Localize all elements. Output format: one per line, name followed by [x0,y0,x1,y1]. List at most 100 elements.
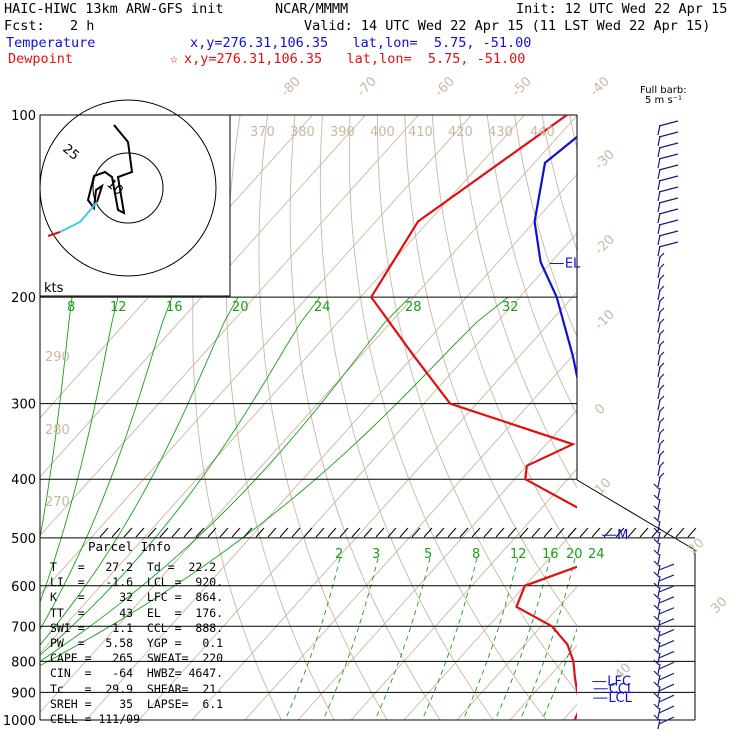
freezing-level-hatch [123,527,133,538]
mixing-ratio-line [322,557,379,720]
dry-adiabat-line [486,115,577,416]
freezing-level-hatch [507,527,517,538]
freezing-level-hatch [243,527,253,538]
wind-barb-flag [658,694,675,703]
freezing-level-hatch [615,527,625,538]
wind-barb-flag [658,329,665,336]
wind-barb-staff [657,146,661,158]
isotherm-line [297,409,577,720]
wind-barb-staff [657,421,661,433]
wind-barb-flag [658,362,665,369]
freezing-level-hatch [591,527,601,538]
pressure-tick-label: 1000 [3,714,36,729]
wind-barb-flag [658,683,675,692]
wind-barb-staff [657,124,661,136]
theta-label: 430 [488,125,513,140]
isotherm-label: 30 [708,595,730,617]
isotherm-line [350,468,577,720]
dry-adiabat-line [226,115,335,720]
isotherm-label: -80 [278,74,304,100]
parcel-info-row: Tc = 29.9 SHEAR= 21. [50,681,224,696]
dewpoint-legend: Dewpoint [8,51,74,67]
wind-barb-flag [658,296,665,303]
wind-barb-staff [657,333,661,345]
right-axis-slant [576,479,696,551]
isotherm-line [40,115,577,713]
freezing-level-hatch [519,527,529,538]
wind-barb-staff [657,245,661,257]
hodograph-units-label: kts [44,281,64,296]
wind-barb-flag [653,637,660,644]
pressure-tick-label: 400 [11,473,36,488]
mixing-ratio-label: 12 [110,300,127,315]
theta-label: 290 [45,350,70,365]
pressure-tick-label: 200 [11,291,36,306]
wind-barb-flag [653,670,660,677]
dry-adiabat-line [258,115,388,720]
freezing-level-hatch [675,527,685,538]
wind-barb-flag [658,607,675,615]
mixing-ratio-line [541,627,577,720]
hodograph-trace-low [59,201,98,233]
freezing-level-hatch [267,527,277,538]
wind-barb-staff [657,223,661,235]
wind-barb-staff [657,520,661,532]
freezing-level-hatch [171,527,181,538]
wind-barb-flag [653,516,660,523]
wind-barb-staff [657,399,661,411]
mixing-ratio-label: 12 [510,547,527,562]
freezing-level-hatch [351,527,361,538]
freezing-level-hatch [399,527,409,538]
wind-barb-flag [658,639,675,648]
mixing-ratio-line [421,557,478,720]
isotherm-label: 10 [592,476,614,498]
freezing-level-hatch [687,527,697,538]
wind-barb-flag [658,661,675,670]
wind-barb-flag [658,406,665,413]
freezing-level-hatch [459,527,469,538]
wind-barb-flag [658,461,665,468]
freezing-level-hatch [327,527,337,538]
wind-barb-flag [653,538,660,545]
wind-barb-flag [658,153,679,160]
wind-barb-flag [658,131,679,138]
isotherm-line [40,115,419,537]
mixing-ratio-label: 20 [566,547,583,562]
temperature-legend: Temperature [6,35,96,51]
dewpoint-star-icon: ☆ [170,51,179,67]
freezing-level-hatch [375,527,385,538]
pressure-tick-label: 600 [11,580,36,595]
wind-barb-column [653,120,679,730]
isotherm-label: -10 [592,307,618,333]
pressure-tick-label: 500 [11,532,36,547]
wind-barb-flag [658,175,679,182]
mixing-ratio-line [284,557,341,720]
wind-barb-flag [653,626,660,633]
theta-label: 370 [250,125,275,140]
parcel-info-row: T = 27.2 Td = 22.2 [50,560,217,574]
plot-frame [39,115,697,720]
dewpoint-location: x,y=276.31,106.35 lat,lon= 5.75, -51.00 [184,51,526,67]
parcel-info-row: K = 32 LFC = 864. [50,590,224,605]
wind-barb-flag [658,585,675,593]
freezing-level-hatch [531,527,541,538]
wind-barb-staff [657,322,661,334]
freezing-level-hatch [183,527,193,538]
mixing-ratio-label: 8 [472,547,480,562]
freezing-level-hatch [639,527,649,538]
wind-barb-flag [658,395,665,402]
wind-barb-staff [657,212,661,224]
wind-barb-flag [653,560,660,567]
profile-marker-label: CCL [609,682,635,697]
isotherm-label: 20 [685,536,707,558]
parcel-info-row: TT = 43 EL = 176. [50,605,224,620]
wind-barb-staff [657,135,661,147]
dry-adiabat-line [734,115,740,720]
wind-barb-staff [657,432,661,444]
isotherm-line [456,586,577,720]
freezing-level-hatch [435,527,445,538]
parcel-info-title: Parcel Info [88,539,171,554]
wind-barb-flag [653,659,660,666]
wind-barb-staff [657,553,661,565]
